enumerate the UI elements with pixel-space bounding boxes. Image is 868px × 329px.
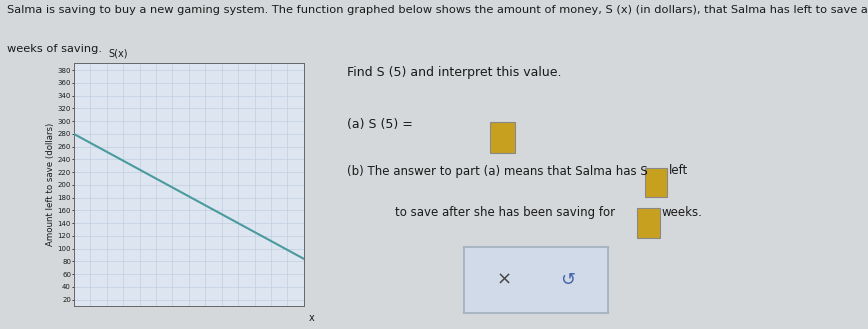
Text: left: left: [669, 164, 688, 178]
Text: ×: ×: [496, 271, 512, 289]
Text: ↺: ↺: [560, 271, 575, 289]
Text: Find S (5) and interpret this value.: Find S (5) and interpret this value.: [347, 66, 562, 79]
Y-axis label: Amount left to save (dollars): Amount left to save (dollars): [46, 123, 55, 246]
Text: to save after she has been saving for: to save after she has been saving for: [395, 206, 615, 219]
Text: (a) S (5) =: (a) S (5) =: [347, 118, 413, 132]
Text: S(x): S(x): [108, 49, 128, 59]
Text: weeks.: weeks.: [661, 206, 702, 219]
Text: Salma is saving to buy a new gaming system. The function graphed below shows the: Salma is saving to buy a new gaming syst…: [7, 5, 868, 15]
Text: (b) The answer to part (a) means that Salma has S: (b) The answer to part (a) means that Sa…: [347, 164, 648, 178]
Text: weeks of saving.: weeks of saving.: [7, 44, 102, 54]
Text: x: x: [308, 313, 314, 323]
